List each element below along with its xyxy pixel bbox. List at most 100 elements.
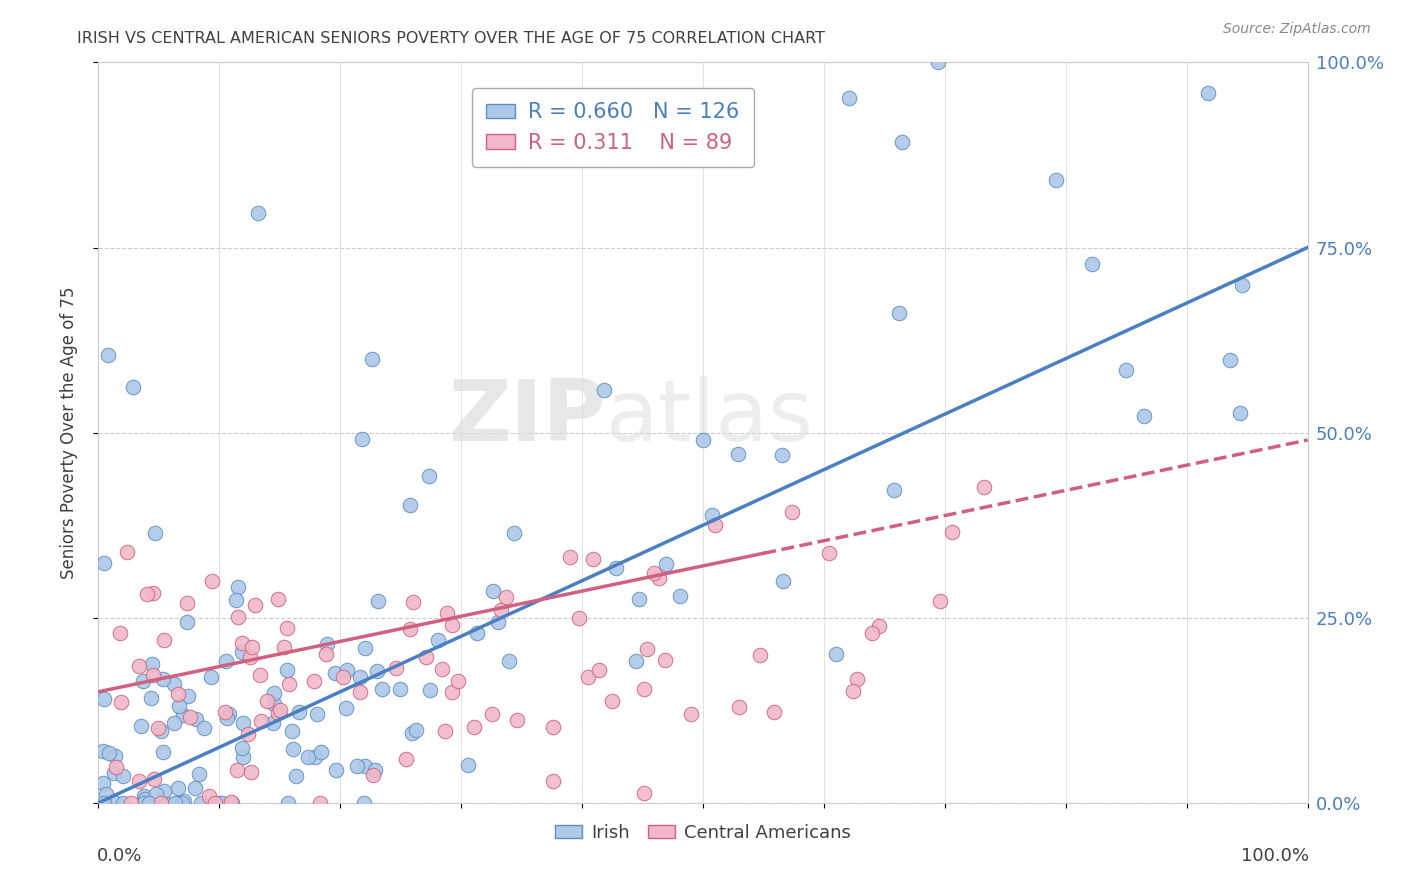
- Point: [633, 681, 655, 696]
- Point: [135, 587, 157, 601]
- Point: [647, 571, 669, 585]
- Point: [728, 699, 751, 714]
- Point: [231, 644, 253, 658]
- Text: ZIP: ZIP: [449, 376, 606, 459]
- Point: [176, 615, 198, 629]
- Point: [256, 694, 278, 708]
- Point: [170, 796, 193, 810]
- Point: [1115, 363, 1137, 377]
- Point: [112, 796, 135, 810]
- Point: [148, 721, 170, 735]
- Point: [128, 658, 150, 673]
- Point: [384, 661, 406, 675]
- Point: [941, 525, 963, 540]
- Point: [288, 705, 311, 719]
- Point: [214, 705, 236, 719]
- Point: [447, 674, 470, 689]
- Point: [503, 526, 526, 541]
- Point: [263, 685, 285, 699]
- Point: [489, 603, 512, 617]
- Point: [276, 621, 298, 635]
- Point: [240, 640, 263, 654]
- Point: [239, 650, 262, 665]
- Point: [842, 684, 865, 698]
- Point: [103, 765, 125, 780]
- Point: [173, 794, 195, 808]
- Point: [353, 759, 375, 773]
- Point: [263, 697, 285, 711]
- Point: [927, 55, 949, 70]
- Point: [134, 789, 156, 804]
- Point: [824, 647, 846, 661]
- Point: [221, 796, 243, 810]
- Point: [281, 724, 304, 739]
- Point: [780, 505, 803, 519]
- Point: [131, 673, 153, 688]
- Point: [325, 763, 347, 777]
- Point: [335, 700, 357, 714]
- Point: [115, 545, 138, 559]
- Point: [219, 796, 242, 810]
- Point: [463, 720, 485, 734]
- Point: [354, 640, 377, 655]
- Point: [361, 351, 384, 366]
- Point: [142, 772, 165, 787]
- Point: [218, 707, 240, 722]
- Text: IRISH VS CENTRAL AMERICAN SENIORS POVERTY OVER THE AGE OF 75 CORRELATION CHART: IRISH VS CENTRAL AMERICAN SENIORS POVERT…: [77, 31, 825, 46]
- Point: [211, 796, 233, 810]
- Point: [186, 712, 208, 726]
- Point: [239, 764, 262, 779]
- Point: [605, 561, 627, 575]
- Point: [231, 740, 253, 755]
- Point: [889, 306, 911, 320]
- Point: [225, 593, 247, 607]
- Point: [163, 677, 186, 691]
- Point: [588, 664, 610, 678]
- Point: [419, 683, 441, 698]
- Point: [558, 549, 581, 564]
- Point: [110, 625, 132, 640]
- Point: [269, 703, 291, 717]
- Point: [363, 763, 385, 777]
- Text: atlas: atlas: [606, 376, 814, 459]
- Point: [862, 626, 884, 640]
- Point: [309, 745, 332, 759]
- Point: [541, 773, 564, 788]
- Point: [167, 698, 190, 713]
- Point: [498, 653, 520, 667]
- Point: [838, 91, 860, 105]
- Point: [415, 650, 437, 665]
- Point: [600, 694, 623, 708]
- Point: [440, 685, 463, 699]
- Point: [246, 206, 269, 220]
- Point: [426, 633, 449, 648]
- Point: [141, 690, 163, 705]
- Point: [249, 668, 271, 682]
- Point: [353, 796, 375, 810]
- Point: [129, 719, 152, 733]
- Point: [582, 552, 605, 566]
- Point: [177, 689, 200, 703]
- Point: [93, 556, 115, 570]
- Point: [138, 796, 160, 810]
- Point: [112, 769, 135, 783]
- Point: [179, 710, 201, 724]
- Point: [465, 626, 488, 640]
- Point: [232, 749, 254, 764]
- Y-axis label: Seniors Poverty Over the Age of 75: Seniors Poverty Over the Age of 75: [59, 286, 77, 579]
- Point: [883, 483, 905, 497]
- Point: [193, 721, 215, 735]
- Point: [430, 662, 453, 676]
- Point: [262, 716, 284, 731]
- Point: [655, 558, 678, 572]
- Point: [436, 606, 458, 620]
- Point: [167, 781, 190, 796]
- Point: [228, 580, 250, 594]
- Point: [336, 663, 359, 677]
- Point: [273, 640, 295, 654]
- Point: [104, 796, 127, 810]
- Text: Source: ZipAtlas.com: Source: ZipAtlas.com: [1223, 22, 1371, 37]
- Point: [323, 666, 346, 681]
- Point: [134, 791, 156, 805]
- Point: [145, 787, 167, 801]
